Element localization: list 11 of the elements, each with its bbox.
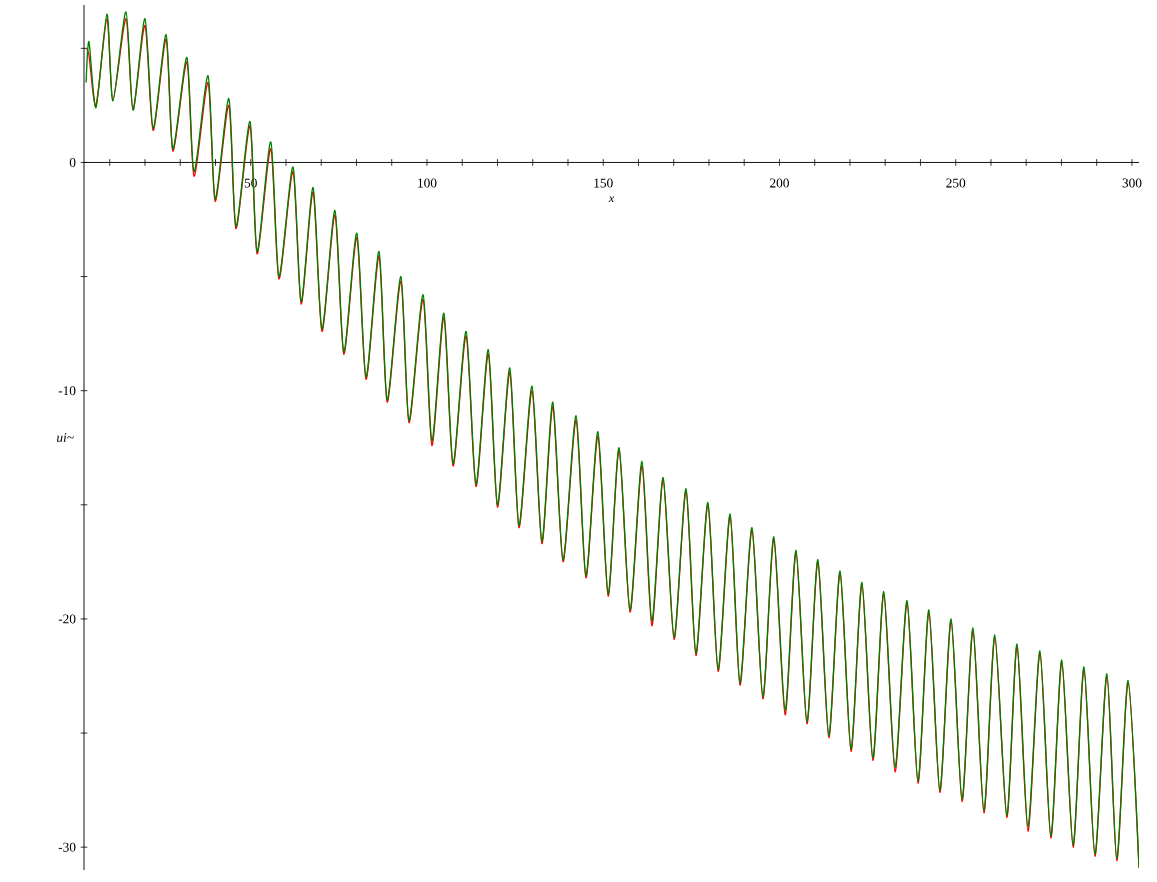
x-tick-label: 150 [594, 178, 613, 188]
x-tick-label: 200 [770, 178, 789, 188]
x-tick-label: 250 [946, 178, 966, 188]
y-axis-title: ui~ [57, 433, 74, 442]
x-axis-title: x [608, 196, 615, 203]
y-tick-label: -10 [58, 386, 76, 396]
y-tick-label: -30 [58, 842, 76, 852]
x-tick-label: 100 [418, 178, 437, 188]
x-tick-label: 300 [1122, 178, 1142, 188]
y-tick-label: -20 [58, 614, 76, 624]
y-tick-label: 0 [69, 157, 76, 167]
